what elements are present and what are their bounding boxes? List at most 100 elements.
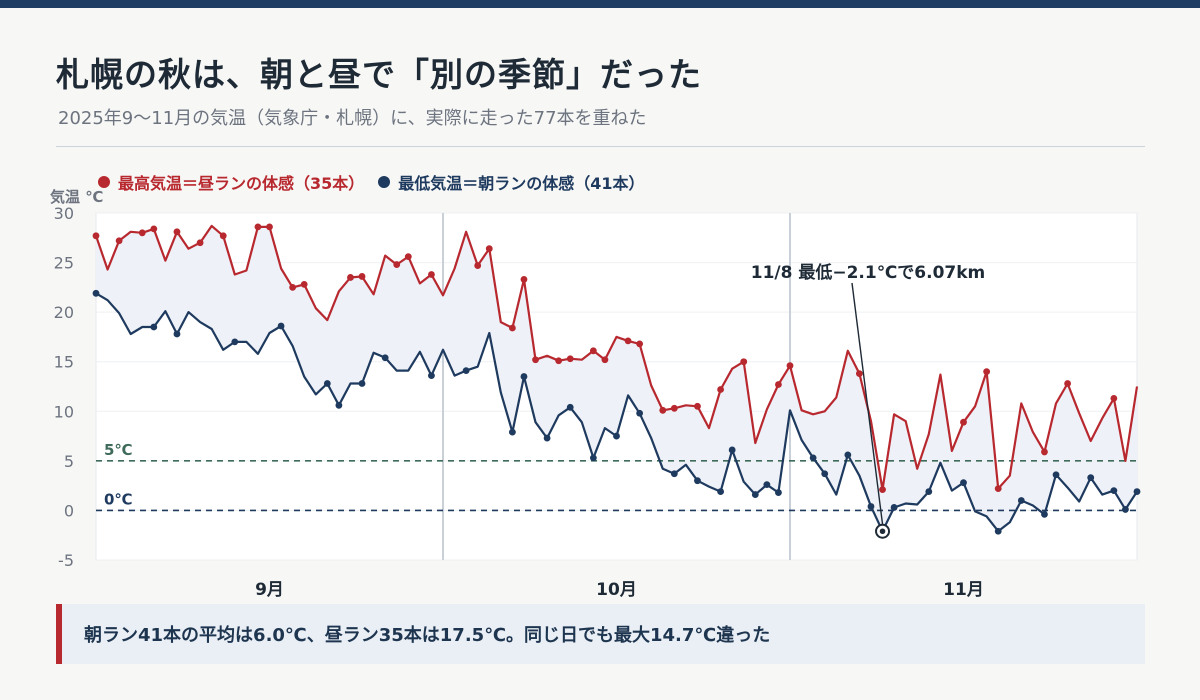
data-point-high <box>879 486 886 494</box>
x-month-label: 9月 <box>255 580 284 600</box>
data-point-low <box>589 454 597 462</box>
legend-low-label: 最低気温＝朝ランの体感（41本） <box>398 174 645 193</box>
data-point-high <box>266 223 273 231</box>
data-point-low <box>150 323 158 331</box>
data-point-high <box>566 355 574 363</box>
annotation-leader <box>851 282 884 525</box>
data-point-high <box>601 356 609 364</box>
y-tick-label: -5 <box>58 551 74 570</box>
data-point-low <box>670 470 678 478</box>
data-point-low <box>994 527 1002 535</box>
data-point-low <box>1133 488 1141 495</box>
data-point-high <box>786 362 794 370</box>
legend-low-dot <box>378 176 391 188</box>
reference-label-0: 0℃ <box>104 490 133 508</box>
data-point-high <box>1064 380 1071 387</box>
data-point-low <box>92 289 100 297</box>
y-tick-label: 5 <box>64 452 74 471</box>
data-point-high <box>659 406 667 414</box>
data-point-low <box>566 403 574 411</box>
y-tick-label: 20 <box>54 303 74 322</box>
data-point-low <box>520 373 528 380</box>
data-point-low <box>358 380 366 387</box>
x-month-label: 10月 <box>596 580 637 600</box>
data-point-low <box>821 470 829 478</box>
data-point-low <box>277 322 285 330</box>
data-point-high <box>485 245 493 253</box>
data-point-low <box>1017 497 1025 504</box>
y-tick-label: 25 <box>54 254 74 273</box>
data-point-high <box>555 357 563 365</box>
data-point-high <box>1110 394 1118 402</box>
data-point-high <box>589 347 597 355</box>
legend-item-high: 最高気温＝昼ランの体感（35本） <box>98 170 364 194</box>
data-point-high <box>624 337 632 345</box>
data-point-high <box>138 229 146 237</box>
data-point-low <box>613 432 620 440</box>
data-point-low <box>428 372 435 379</box>
data-point-high <box>404 253 412 261</box>
legend-high-label: 最高気温＝昼ランの体感（35本） <box>118 174 365 193</box>
data-point-high <box>393 261 401 268</box>
data-point-low <box>925 488 933 495</box>
data-point-low <box>335 401 343 409</box>
data-point-high <box>196 239 204 247</box>
data-point-high <box>219 232 227 240</box>
header-divider <box>56 146 1145 147</box>
data-point-low <box>775 489 782 496</box>
reference-label-5: 5℃ <box>104 441 133 459</box>
data-point-high <box>775 381 782 388</box>
page-title: 札幌の秋は、朝と昼で「別の季節」だった <box>56 55 702 94</box>
data-point-high <box>289 283 297 291</box>
chart-legend: 最高気温＝昼ランの体感（35本） 最低気温＝朝ランの体感（41本） <box>98 170 645 194</box>
data-point-low <box>809 454 817 462</box>
data-point-low <box>763 481 771 489</box>
data-point-high <box>150 225 158 233</box>
data-point-low <box>462 367 470 375</box>
data-point-low <box>1052 471 1060 479</box>
data-point-high <box>428 271 435 278</box>
data-point-high <box>636 340 644 348</box>
data-point-low <box>844 451 852 459</box>
summary-note: 朝ラン41本の平均は6.0℃、昼ラン35本は17.5℃。同じ日でも最大14.7℃… <box>56 604 1145 664</box>
y-tick-label: 10 <box>54 402 74 421</box>
data-point-low <box>231 338 239 346</box>
data-point-high <box>717 386 724 393</box>
data-point-low <box>694 477 701 485</box>
y-tick-label: 15 <box>54 353 74 372</box>
data-point-high <box>520 276 528 283</box>
data-point-low <box>1110 487 1118 494</box>
data-point-high <box>115 237 123 245</box>
data-point-low <box>960 479 967 487</box>
data-point-high <box>474 262 482 269</box>
data-point-high <box>856 370 863 378</box>
x-month-label: 11月 <box>943 580 984 600</box>
data-point-low <box>173 330 181 338</box>
data-point-high <box>300 280 308 288</box>
data-point-low <box>890 504 898 511</box>
legend-item-low: 最低気温＝朝ランの体感（41本） <box>378 170 645 194</box>
data-point-low <box>323 380 331 387</box>
data-point-high <box>532 356 539 364</box>
annotation-label: 11/8 最低−2.1℃で6.07km <box>751 262 986 283</box>
data-point-high <box>960 418 967 426</box>
y-tick-label: 0 <box>64 501 74 520</box>
data-point-high <box>670 404 678 412</box>
annotation-dot <box>879 528 886 535</box>
data-point-high <box>1041 448 1048 456</box>
page-subtitle: 2025年9〜11月の気温（気象庁・札幌）に、実際に走った77本を重ねた <box>58 108 647 129</box>
high-low-band <box>96 225 1137 532</box>
data-point-high <box>358 273 366 280</box>
y-axis-title: 気温 ℃ <box>50 188 104 206</box>
data-point-high <box>92 232 100 240</box>
data-point-high <box>994 485 1002 493</box>
data-point-low <box>509 428 516 436</box>
data-point-low <box>1087 474 1095 482</box>
data-point-high <box>173 228 181 236</box>
y-tick-label: 30 <box>54 204 74 223</box>
data-point-low <box>1041 510 1048 518</box>
legend-high-dot <box>98 176 110 188</box>
data-point-high <box>347 274 354 281</box>
data-point-low <box>867 503 875 510</box>
